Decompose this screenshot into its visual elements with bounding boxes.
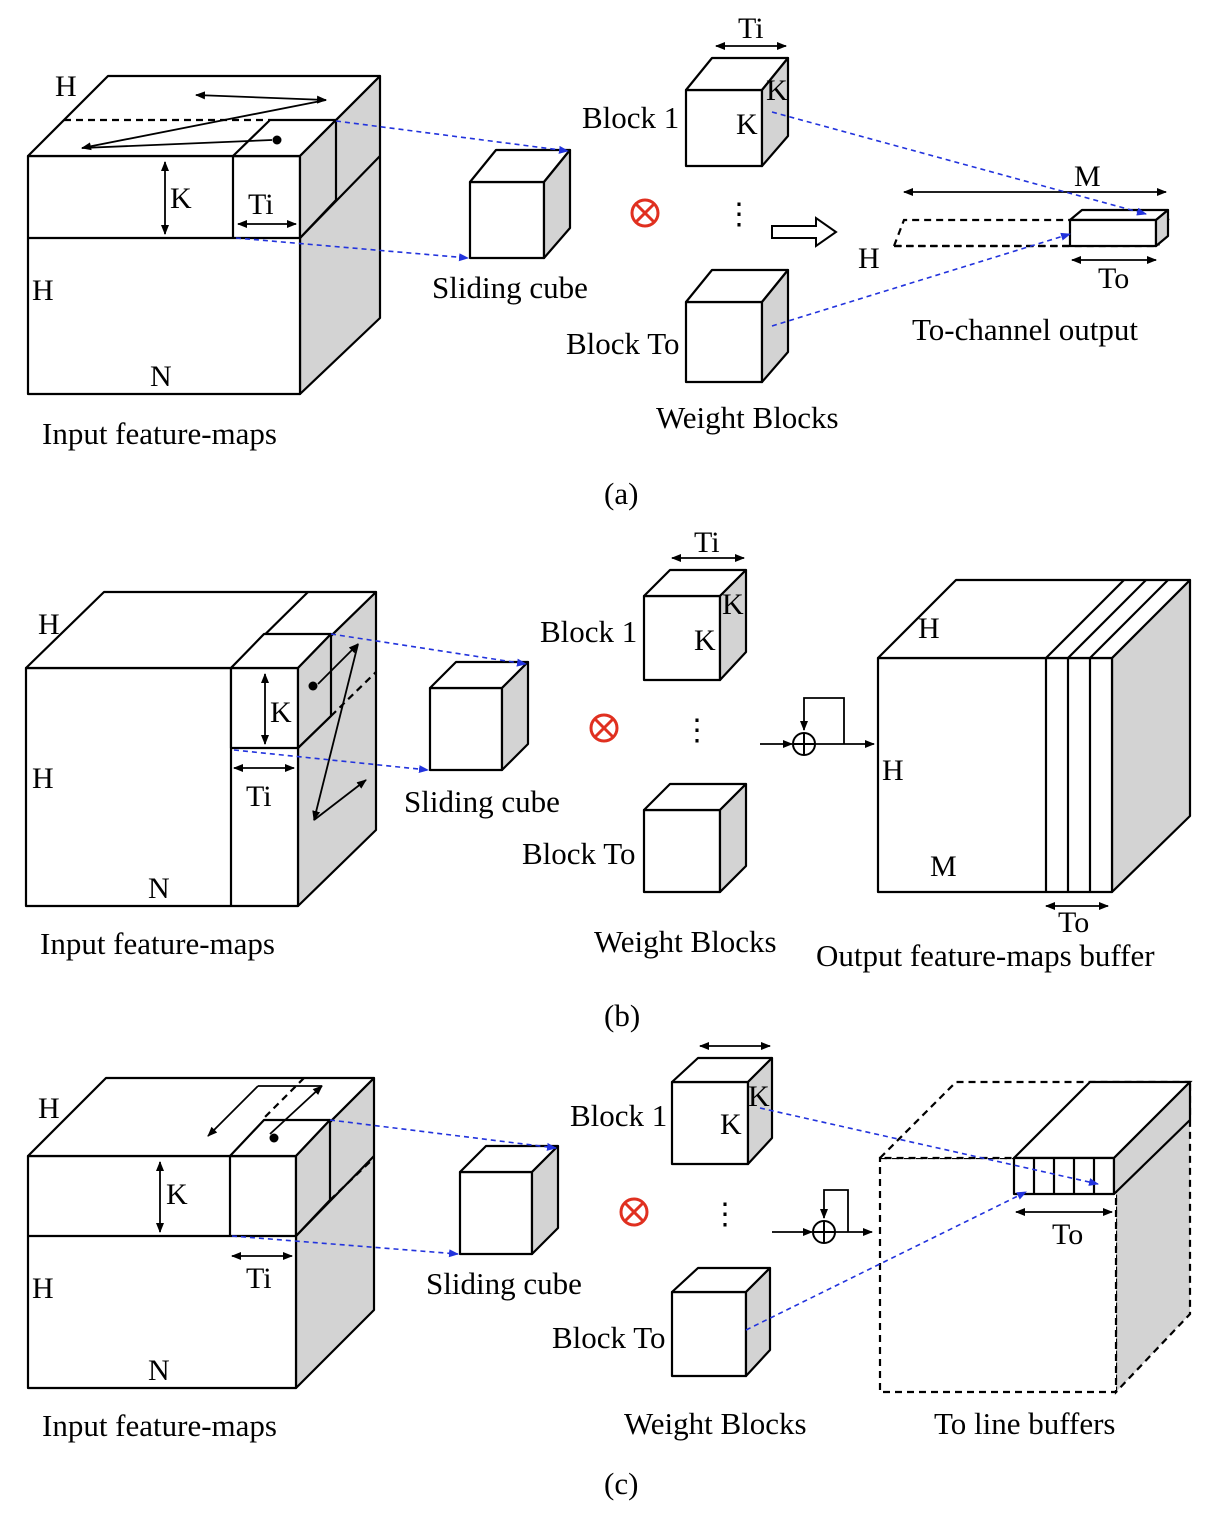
input-h-top-label: H [38,608,60,641]
output-caption: To line buffers [934,1406,1116,1441]
block-1-label: Block 1 [582,100,679,135]
output-m-label: M [930,850,957,883]
input-h-top-label: H [55,70,77,103]
output-h-label: H [858,242,880,275]
input-ti-label: Ti [248,188,274,221]
weight-ti-label: Ti [694,526,720,559]
sliding-cube-label: Sliding cube [404,784,560,819]
line-buffers-c [877,1079,1193,1395]
output-h-side-label: H [882,754,904,787]
input-caption: Input feature-maps [42,416,277,451]
weight-block-1-c [670,1042,774,1166]
output-to-label: To [1098,262,1129,295]
input-ti-label: Ti [246,1262,272,1295]
input-k-label: K [166,1178,188,1211]
accumulator [760,697,875,756]
weight-blocks-caption: Weight Blocks [594,924,777,959]
weight-k-side-label: K [722,588,744,621]
hollow-arrow-icon [771,216,838,248]
to-channel-output [892,188,1170,264]
weight-ti-label: Ti [738,12,764,45]
output-h-top-label: H [918,612,940,645]
weights-ellipsis: ⋮ [710,1198,740,1231]
sliding-cube-label: Sliding cube [432,270,588,305]
block-1-label: Block 1 [570,1098,667,1133]
input-k-label: K [170,182,192,215]
weight-block-to-b [642,782,748,894]
panel-b-caption: (b) [604,998,640,1033]
output-caption: Output feature-maps buffer [816,938,1155,973]
panel-c-caption: (c) [604,1466,638,1501]
weight-blocks-caption: Weight Blocks [624,1406,807,1441]
panel-a: H H N K Ti Input feature-maps Sliding cu… [26,12,1170,511]
panel-a-caption: (a) [604,476,638,511]
input-cube-a: H H N K Ti [26,70,382,396]
input-n-label: N [148,872,170,905]
input-caption: Input feature-maps [40,926,275,961]
sliding-cube-b [428,660,530,772]
output-caption: To-channel output [912,312,1138,347]
weight-k-front-label: K [720,1108,742,1141]
sliding-cube-c [458,1144,560,1256]
input-h-top-label: H [38,1092,60,1125]
input-h-side-label: H [32,762,54,795]
input-k-label: K [270,696,292,729]
otimes-icon [589,713,619,743]
input-h-side-label: H [32,1272,54,1305]
sliding-cube-a [468,148,572,260]
weights-ellipsis: ⋮ [682,714,712,747]
output-buffer-b [876,578,1192,910]
weights-ellipsis: ⋮ [724,198,754,231]
oplus-icon [792,732,816,756]
block-to-label: Block To [522,836,636,871]
output-to-label: To [1058,906,1089,939]
block-to-label: Block To [566,326,680,361]
weight-block-1-b [642,554,748,682]
output-m-label: M [1074,160,1101,193]
weight-blocks-caption: Weight Blocks [656,400,839,435]
panel-b: H H N K Ti Input feature-maps Sliding cu… [24,526,1192,1033]
otimes-icon [619,1197,649,1227]
input-h-side-label: H [32,274,54,307]
input-ti-label: Ti [246,780,272,813]
panel-c: H H N K Ti Input feature-maps Sliding cu… [26,1042,1193,1501]
weight-k-front-label: K [736,108,758,141]
input-cube-c: H H N K Ti [26,1076,376,1390]
weight-block-to-a [684,268,790,384]
accumulator [772,1189,873,1244]
weight-k-front-label: K [694,624,716,657]
input-cube-b: H H N K Ti [24,590,378,908]
block-to-label: Block To [552,1320,666,1355]
sliding-cube-label: Sliding cube [426,1266,582,1301]
oplus-icon [812,1220,836,1244]
block-1-label: Block 1 [540,614,637,649]
input-n-label: N [150,360,172,393]
input-n-label: N [148,1354,170,1387]
otimes-icon [630,198,660,228]
output-to-label: To [1052,1218,1083,1251]
weight-k-side-label: K [748,1080,770,1113]
weight-block-to-c [670,1266,772,1378]
input-caption: Input feature-maps [42,1408,277,1443]
weight-k-side-label: K [766,74,788,107]
